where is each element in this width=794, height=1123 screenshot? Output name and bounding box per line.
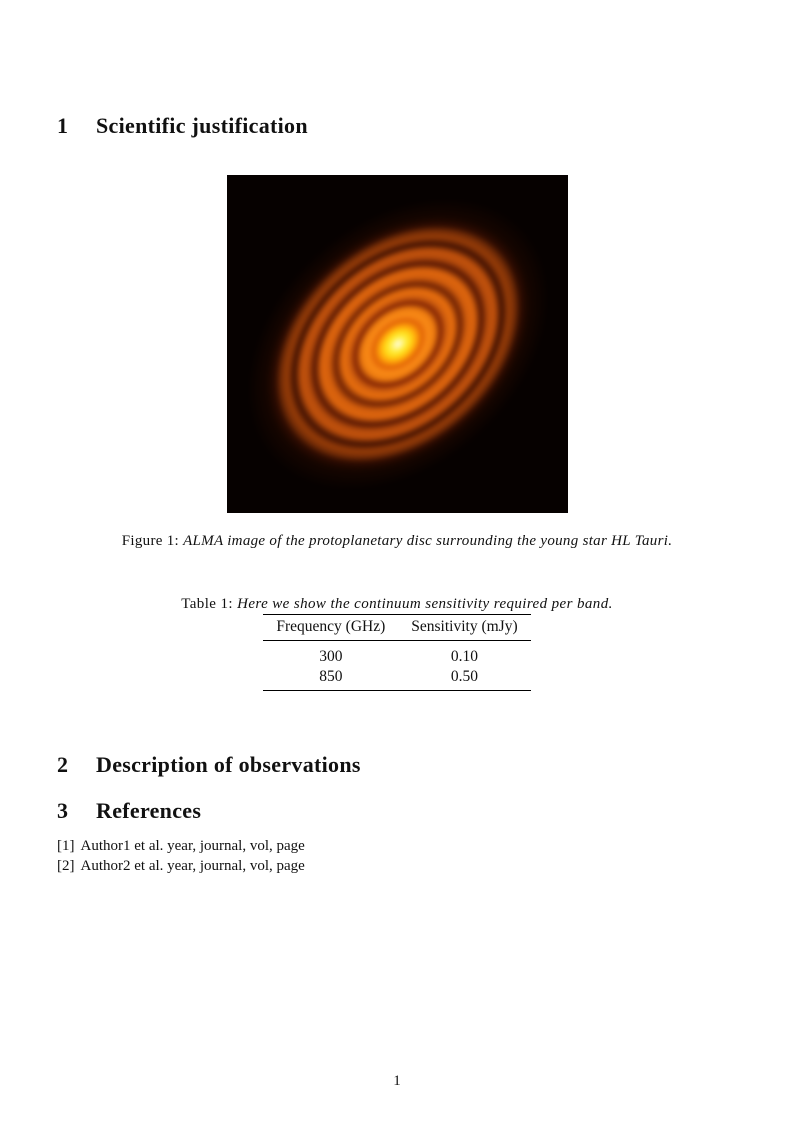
- table-caption-text: Here we show the continuum sensitivity r…: [237, 596, 613, 612]
- figure-label: Figure 1:: [121, 533, 180, 549]
- section-3-title: References: [96, 798, 202, 823]
- references-list: [1] Author1 et al. year, journal, vol, pa…: [57, 836, 305, 876]
- table-row: 300 0.10: [263, 641, 530, 668]
- section-3-heading: 3 References: [57, 798, 201, 824]
- page-number: 1: [393, 1073, 401, 1089]
- section-3-number: 3: [57, 798, 69, 823]
- reference-item-1: [1] Author1 et al. year, journal, vol, pa…: [57, 836, 305, 856]
- reference-item-2: [2] Author2 et al. year, journal, vol, pa…: [57, 856, 305, 876]
- table-1-caption: Table 1: Here we show the continuum sens…: [0, 596, 794, 613]
- section-1-title: Scientific justification: [96, 113, 308, 138]
- table-header-row: Frequency (GHz) Sensitivity (mJy): [263, 614, 531, 641]
- section-2-title: Description of observations: [96, 752, 361, 777]
- reference-2-text: Author2 et al. year, journal, vol, page: [80, 858, 305, 874]
- table-1-block: Table 1: Here we show the continuum sens…: [0, 596, 794, 691]
- cell-sensitivity: 0.50: [450, 668, 478, 685]
- column-header-sensitivity: Sensitivity (mJy): [398, 614, 531, 641]
- cell-sensitivity: 0.10: [450, 648, 478, 665]
- reference-2-marker: [2]: [57, 858, 75, 874]
- section-1-number: 1: [57, 113, 69, 138]
- figure-caption-text: ALMA image of the protoplanetary disc su…: [183, 533, 673, 549]
- protoplanetary-disc-graphic: [227, 175, 568, 513]
- cell-frequency: 850: [319, 668, 343, 685]
- reference-1-marker: [1]: [57, 838, 75, 854]
- section-1-heading: 1 Scientific justification: [57, 113, 308, 139]
- table-label: Table 1:: [181, 596, 233, 612]
- sensitivity-table: Frequency (GHz) Sensitivity (mJy) 300 0.…: [263, 614, 531, 691]
- cell-frequency: 300: [319, 648, 343, 665]
- table-row: 850 0.50: [263, 667, 530, 691]
- section-2-number: 2: [57, 752, 69, 777]
- column-header-frequency: Frequency (GHz): [263, 614, 399, 641]
- reference-1-text: Author1 et al. year, journal, vol, page: [80, 838, 305, 854]
- hl-tauri-image: [227, 175, 568, 513]
- figure-1-caption: Figure 1: ALMA image of the protoplaneta…: [0, 533, 794, 550]
- section-2-heading: 2 Description of observations: [57, 752, 361, 778]
